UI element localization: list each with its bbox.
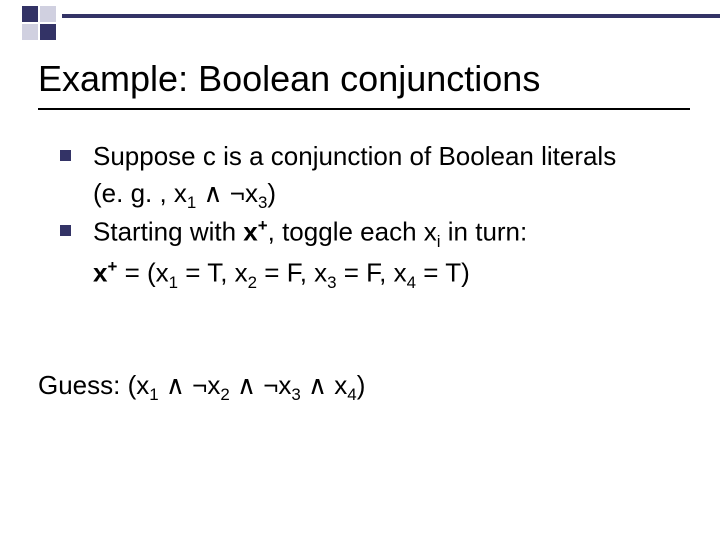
text: ∧ ¬x — [196, 178, 258, 208]
deco-square-light — [22, 24, 38, 40]
bold-text: x — [243, 216, 257, 246]
deco-square-dark — [22, 6, 38, 22]
superscript: + — [107, 257, 117, 276]
top-bar — [62, 14, 720, 18]
text: in turn: — [441, 216, 528, 246]
bullet-square-icon — [60, 150, 71, 161]
title-underline — [38, 108, 690, 110]
text: = T, x — [178, 257, 248, 287]
deco-square-dark — [40, 24, 56, 40]
bullet-item-1: Suppose c is a conjunction of Boolean li… — [60, 140, 680, 173]
text: ∧ ¬x — [230, 370, 292, 400]
text: ∧ x — [301, 370, 347, 400]
bullet-2-line-1: Starting with x+, toggle each xi in turn… — [93, 215, 527, 252]
content-area: Suppose c is a conjunction of Boolean li… — [60, 140, 680, 293]
deco-square-light — [40, 6, 56, 22]
text: , toggle each x — [268, 216, 437, 246]
text: = F, x — [337, 257, 407, 287]
bullet-2-line-2: x+ = (x1 = T, x2 = F, x3 = F, x4 = T) — [93, 256, 680, 293]
subscript: 2 — [248, 273, 257, 292]
text: Starting with — [93, 216, 243, 246]
text: ∧ ¬x — [159, 370, 221, 400]
subscript: 3 — [258, 193, 267, 212]
subscript: 3 — [327, 273, 336, 292]
bullet-1-line-2: (e. g. , x1 ∧ ¬x3) — [93, 177, 680, 213]
subscript: 1 — [187, 193, 196, 212]
subscript: 2 — [220, 385, 229, 404]
subscript: 4 — [347, 385, 356, 404]
bullet-item-2: Starting with x+, toggle each xi in turn… — [60, 215, 680, 252]
subscript: 4 — [407, 273, 416, 292]
bold-text: x — [93, 257, 107, 287]
bullet-square-icon — [60, 225, 71, 236]
subscript: 3 — [291, 385, 300, 404]
slide-title: Example: Boolean conjunctions — [38, 58, 540, 100]
bullet-1-line-1: Suppose c is a conjunction of Boolean li… — [93, 140, 616, 173]
subscript: 1 — [169, 273, 178, 292]
text: (e. g. , x — [93, 178, 187, 208]
text: = (x — [117, 257, 168, 287]
text: = F, x — [257, 257, 327, 287]
superscript: + — [258, 216, 268, 235]
text: Guess: (x — [38, 370, 149, 400]
guess-line: Guess: (x1 ∧ ¬x2 ∧ ¬x3 ∧ x4) — [38, 370, 365, 405]
text: = T) — [416, 257, 470, 287]
text: ) — [267, 178, 276, 208]
subscript: 1 — [149, 385, 158, 404]
text: ) — [357, 370, 366, 400]
